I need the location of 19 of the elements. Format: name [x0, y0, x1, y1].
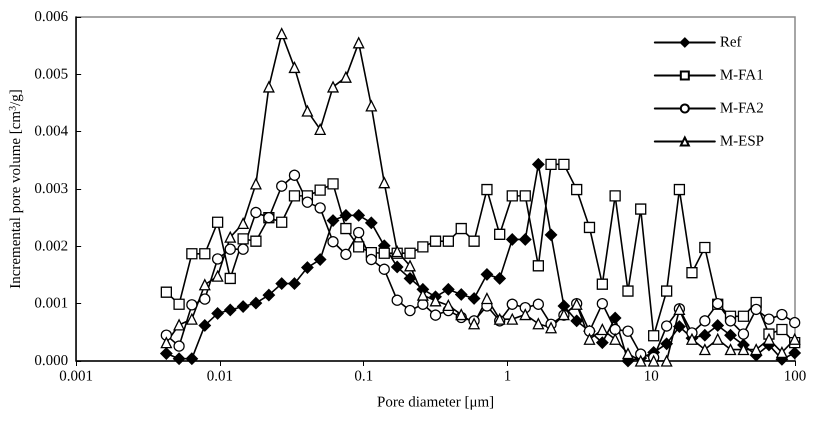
x-tick-label: 0.1 — [354, 368, 374, 384]
x-tick-label: 10 — [644, 368, 659, 384]
legend-label: M-FA1 — [720, 68, 764, 84]
x-tick-label: 100 — [784, 368, 806, 384]
legend-label: M-FA2 — [720, 100, 764, 116]
y-axis-title: Incremental pore volume [cm3/g] — [8, 89, 24, 289]
x-tick-label: 1 — [504, 368, 512, 384]
y-tick-label: 0.003 — [34, 181, 68, 197]
x-tick-label: 0.001 — [59, 368, 94, 384]
y-tick-label: 0.005 — [34, 66, 68, 82]
y-tick-label: 0.004 — [34, 124, 69, 140]
y-tick-label: 0.006 — [34, 9, 69, 25]
y-tick-label: 0.001 — [34, 296, 68, 312]
y-tick-label: 0.002 — [34, 238, 68, 254]
legend-label: M-ESP — [720, 134, 764, 150]
y-tick-label: 0.000 — [34, 353, 68, 369]
x-axis-title: Pore diameter [μm] — [376, 394, 494, 410]
x-tick-label: 0.01 — [206, 368, 234, 384]
legend-label: Ref — [720, 34, 742, 50]
